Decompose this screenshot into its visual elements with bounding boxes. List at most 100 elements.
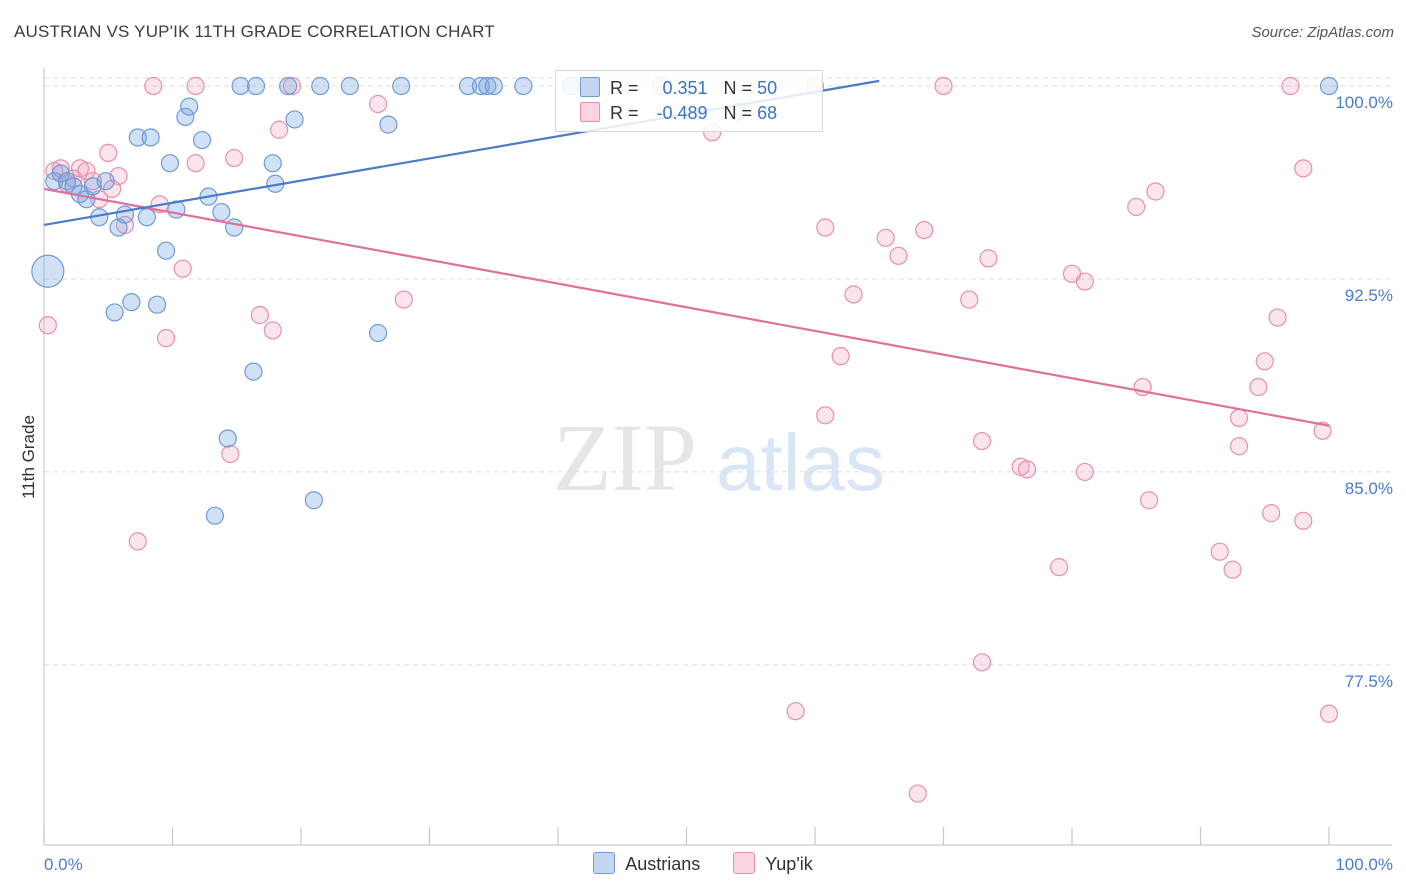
austrian-point <box>176 107 195 126</box>
yupik-r-value: -0.489 <box>656 103 708 123</box>
yupik-point <box>889 246 908 265</box>
yupik-point <box>128 532 147 551</box>
yupik-point <box>1050 558 1069 577</box>
yupik-point <box>282 76 302 96</box>
yupik-point <box>1281 76 1300 96</box>
yupik-point <box>1146 182 1165 201</box>
yupik-n-value: 68 <box>757 103 778 123</box>
watermark: ZIP atlas <box>553 404 885 511</box>
axes <box>43 68 1392 846</box>
austrian-point <box>484 76 503 96</box>
yupik-point <box>786 702 805 721</box>
yupik-swatch <box>580 102 600 122</box>
austrian-point <box>212 202 231 222</box>
austrian-point <box>471 76 490 96</box>
yupik-legend-label: Yup'ik <box>765 854 813 874</box>
austrian-points <box>31 76 1339 525</box>
yupik-point <box>972 653 992 672</box>
legend-item-austrians[interactable]: Austrians <box>593 852 700 875</box>
y-tick-label: 85.0% <box>1345 479 1393 498</box>
yupik-point <box>1319 704 1339 723</box>
austrian-point <box>141 128 160 147</box>
watermark-zip: ZIP <box>553 404 697 511</box>
austrian-point <box>379 115 398 134</box>
austrians-swatch <box>580 77 600 97</box>
austrian-point <box>478 76 497 96</box>
yupik-point <box>225 148 244 168</box>
yupik-point <box>934 76 953 96</box>
yupik-point <box>144 76 163 96</box>
yupik-point <box>1229 408 1249 428</box>
yupik-point <box>876 228 895 247</box>
yupik-legend-swatch <box>733 852 756 874</box>
yupik-points <box>38 76 1339 803</box>
austrian-point <box>105 303 124 322</box>
yupik-point <box>844 285 863 304</box>
yupik-point <box>972 431 992 451</box>
chart-title: AUSTRIAN VS YUP'IK 11TH GRADE CORRELATIO… <box>14 22 495 41</box>
yupik-point <box>1139 491 1159 510</box>
yupik-point <box>38 316 57 335</box>
yupik-point <box>394 290 413 309</box>
yupik-point <box>816 218 835 237</box>
austrian-point <box>128 128 147 147</box>
austrian-point <box>31 254 65 288</box>
yupik-point <box>1313 421 1332 440</box>
yupik-point <box>270 120 289 139</box>
austrian-point <box>304 491 323 510</box>
austrian-point <box>392 76 411 96</box>
yupik-point <box>1127 197 1146 217</box>
x-tick-label-max: 100.0% <box>1335 855 1393 874</box>
legend-row-austrians: R = 0.351 N = 50 <box>580 77 777 101</box>
yupik-point <box>1294 511 1313 530</box>
y-tick-label: 77.5% <box>1345 672 1393 691</box>
trend-lines <box>43 79 1330 427</box>
y-tick-labels: 77.5% 85.0% 92.5% 100.0% <box>1335 93 1393 691</box>
yupik-point <box>369 94 388 114</box>
yupik-point <box>156 329 176 348</box>
legend-item-yupik[interactable]: Yup'ik <box>733 852 813 875</box>
austrians-legend-label: Austrians <box>625 854 701 874</box>
watermark-atlas: atlas <box>716 418 885 507</box>
austrian-point <box>311 76 330 96</box>
yupik-point <box>816 406 835 425</box>
y-tick-label: 100.0% <box>1335 93 1393 112</box>
y-axis-label: 11th Grade <box>19 415 38 499</box>
austrian-point <box>514 76 533 96</box>
yupik-point <box>1017 460 1037 479</box>
austrians-legend-swatch <box>593 852 616 874</box>
austrian-point <box>279 76 298 96</box>
yupik-point <box>1255 352 1274 371</box>
austrian-point <box>137 208 156 227</box>
yupik-point <box>979 249 998 268</box>
yupik-point <box>1075 462 1094 482</box>
yupik-point <box>831 347 850 366</box>
austrian-point <box>205 506 225 525</box>
austrians-n-value: 50 <box>757 78 778 98</box>
yupik-point <box>173 259 192 278</box>
n-label: N = <box>723 103 753 123</box>
yupik-point <box>1223 560 1242 579</box>
yupik-point <box>1229 437 1249 456</box>
austrians-r-value: 0.351 <box>662 78 708 98</box>
austrian-point <box>285 110 304 129</box>
austrian-point <box>225 218 244 237</box>
austrian-point <box>156 241 176 260</box>
austrian-point <box>115 205 135 224</box>
yupik-point <box>250 305 269 325</box>
austrian-point <box>263 154 282 173</box>
austrian-point <box>369 323 388 343</box>
austrian-point <box>192 130 212 150</box>
yupik-point <box>77 161 96 181</box>
austrian-point <box>122 293 141 312</box>
yupik-point <box>263 321 282 340</box>
austrian-point <box>231 76 250 96</box>
chart-source: Source: ZipAtlas.com <box>1251 24 1394 41</box>
series-legend: Austrians Yup'ik <box>0 852 1406 875</box>
yupik-point <box>1210 542 1229 561</box>
x-tick-label-min: 0.0% <box>44 855 83 874</box>
yupik-point <box>186 76 205 96</box>
yupik-point <box>186 154 205 173</box>
r-label: R = <box>610 103 639 123</box>
